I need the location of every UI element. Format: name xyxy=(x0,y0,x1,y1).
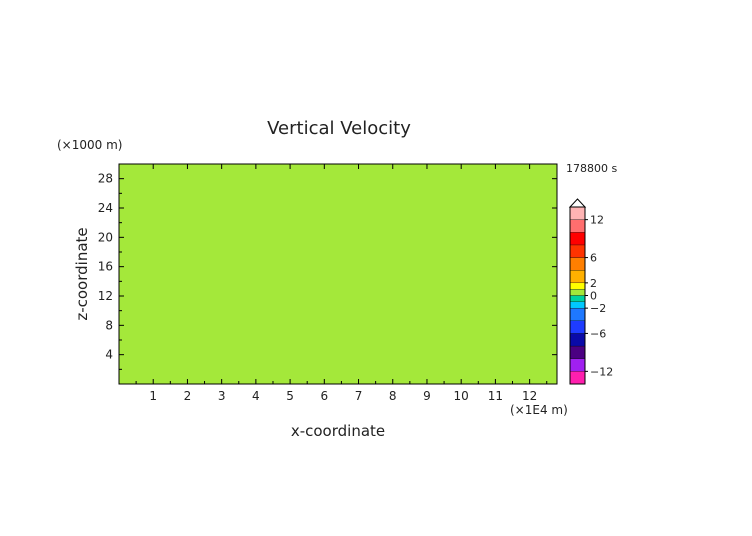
colorbar-segment xyxy=(569,219,586,233)
plot-frame xyxy=(118,163,558,385)
colorbar-segment xyxy=(569,371,586,385)
x-axis: 1 2 3 4 5 6 7 8 9 10 11 12 xyxy=(135,164,548,403)
chart-title: Vertical Velocity xyxy=(267,118,411,139)
colorbar-extend-arrow xyxy=(568,198,587,208)
colorbar-tick-label: 6 xyxy=(590,252,597,265)
colorbar-tick-label: 2 xyxy=(590,277,597,290)
colorbar-segment xyxy=(569,206,586,220)
x-unit-label: (×1E4 m) xyxy=(510,403,568,417)
colorbar-tick-label: −6 xyxy=(590,327,606,340)
heatmap-field xyxy=(119,164,557,384)
lower-convective-region xyxy=(119,296,557,384)
x-axis-label: x-coordinate xyxy=(291,422,385,440)
colorbar-segment xyxy=(569,320,586,334)
colorbar-segment xyxy=(569,289,586,296)
x-tick-label: 2 xyxy=(184,389,192,403)
x-tick-label: 4 xyxy=(252,389,260,403)
x-tick-label: 10 xyxy=(454,389,469,403)
colorbar-segment xyxy=(569,295,586,302)
x-tick-label: 12 xyxy=(522,389,537,403)
colorbar-tick-label: 0 xyxy=(590,290,597,303)
colorbar-segment xyxy=(569,333,586,347)
y-tick-label: 8 xyxy=(105,318,113,332)
colorbar-segment xyxy=(569,301,586,309)
colorbar-segment xyxy=(569,270,586,284)
colorbar-tick-label: −12 xyxy=(590,365,613,378)
colorbar-segment xyxy=(569,244,586,258)
y-tick-label: 16 xyxy=(98,260,113,274)
colorbar-tick-label: 12 xyxy=(590,214,604,227)
time-label: 178800 s xyxy=(566,162,617,175)
y-axis: 4 8 12 16 20 24 28 xyxy=(98,172,557,370)
colorbar-segment xyxy=(569,345,586,359)
x-tick-label: 8 xyxy=(389,389,397,403)
x-tick-label: 3 xyxy=(218,389,226,403)
x-tick-label: 11 xyxy=(488,389,503,403)
colorbar-tick-label: −2 xyxy=(590,302,606,315)
upper-wave-region xyxy=(119,164,557,302)
y-tick-label: 28 xyxy=(98,172,113,186)
x-tick-label: 6 xyxy=(320,389,328,403)
x-tick-label: 5 xyxy=(286,389,294,403)
y-tick-label: 4 xyxy=(105,348,113,362)
y-tick-label: 24 xyxy=(98,201,113,215)
x-tick-label: 7 xyxy=(355,389,363,403)
y-tick-label: 12 xyxy=(98,289,113,303)
colorbar: 12 6 20−2 −6 −12 xyxy=(568,198,613,385)
colorbar-segment xyxy=(569,282,586,290)
colorbar-segment xyxy=(569,307,586,321)
colorbar-segment xyxy=(569,257,586,271)
x-tick-label: 9 xyxy=(423,389,431,403)
y-axis-label: z-coordinate xyxy=(73,227,91,320)
y-unit-label: (×1000 m) xyxy=(57,138,122,152)
colorbar-segment xyxy=(569,232,586,246)
x-tick-label: 1 xyxy=(149,389,157,403)
y-tick-label: 20 xyxy=(98,230,113,244)
colorbar-segment xyxy=(569,358,586,372)
